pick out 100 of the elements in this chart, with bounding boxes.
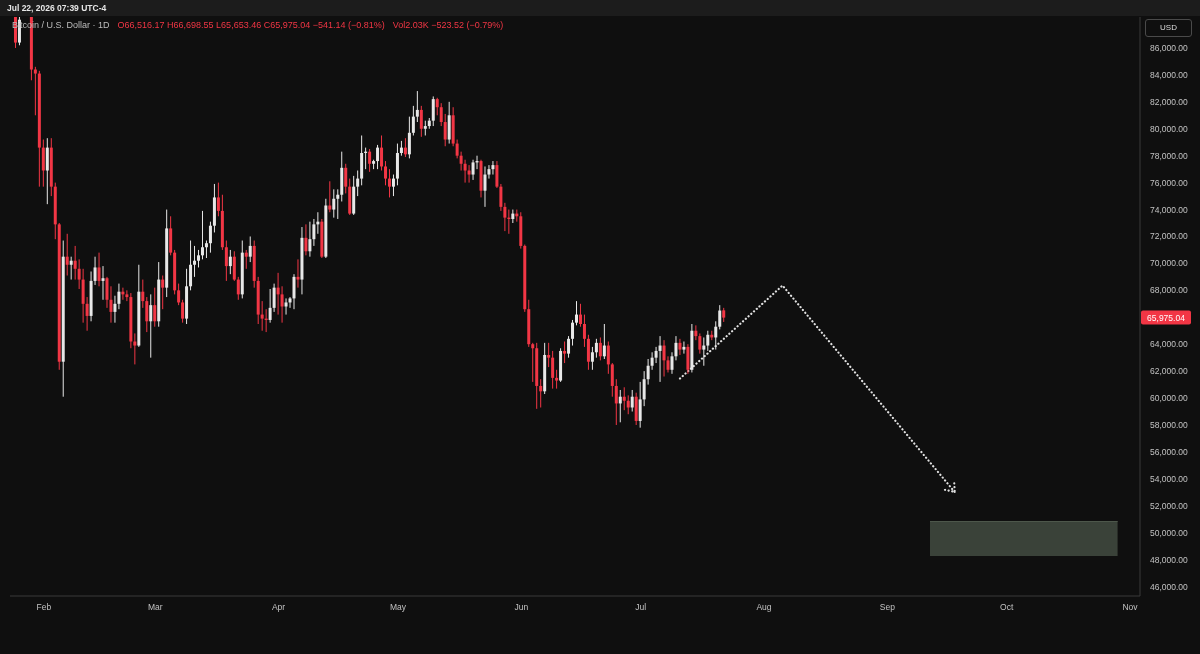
candlestick	[431, 95, 435, 127]
candlestick	[308, 221, 312, 258]
candlestick	[153, 287, 157, 328]
candlestick	[161, 275, 165, 310]
candlestick	[248, 235, 252, 263]
candlestick	[483, 165, 487, 208]
candlestick	[356, 170, 360, 197]
candlestick	[344, 163, 348, 194]
candlestick	[304, 223, 308, 256]
candlestick	[443, 113, 447, 147]
candlestick	[260, 300, 264, 332]
candlestick	[376, 144, 380, 170]
candlestick	[368, 148, 372, 173]
candlestick	[586, 334, 590, 371]
candlestick	[547, 342, 551, 368]
candlestick	[539, 378, 543, 408]
candlestick	[403, 137, 407, 158]
candlestick	[232, 250, 236, 282]
candlestick	[618, 389, 622, 423]
candlestick	[658, 335, 662, 383]
candlestick	[387, 168, 391, 198]
y-tick-label: 62,000.00	[1150, 366, 1189, 377]
candlestick	[200, 210, 204, 260]
candlestick	[571, 319, 575, 347]
candlestick	[682, 341, 686, 355]
candlestick	[332, 188, 336, 219]
x-tick-label: May	[389, 602, 407, 613]
candlestick	[391, 174, 395, 197]
candlestick	[662, 339, 666, 378]
candlestick	[336, 188, 340, 220]
y-tick-label: 86,000.00	[1150, 42, 1189, 53]
y-tick-label: 78,000.00	[1150, 150, 1189, 161]
candlestick	[678, 338, 682, 356]
candlestick	[141, 279, 145, 309]
candlestick	[208, 221, 212, 254]
candlestick	[224, 240, 228, 282]
candlestick	[626, 394, 630, 415]
candlestick	[594, 338, 598, 359]
candlestick	[622, 386, 626, 411]
candlestick	[292, 273, 296, 310]
candlestick	[284, 297, 288, 316]
candlestick	[149, 293, 153, 359]
candlestick	[41, 139, 45, 188]
candlestick	[702, 336, 706, 367]
x-tick-label: Feb	[36, 602, 52, 613]
candlestick	[296, 258, 300, 289]
text: Jul 22, 2026 07:39 UTC-4	[7, 3, 107, 13]
y-tick-label: 82,000.00	[1150, 96, 1189, 107]
x-tick-label: Nov	[1122, 602, 1139, 613]
candlestick	[189, 240, 193, 291]
candlestick	[328, 180, 332, 213]
candlestick	[598, 336, 602, 361]
x-tick-label: Jun	[514, 602, 529, 613]
candlestick	[69, 256, 73, 281]
x-tick-label: Oct	[1000, 602, 1014, 613]
candlestick	[630, 389, 634, 413]
y-tick-label: 70,000.00	[1150, 258, 1189, 269]
x-tick-label: Aug	[756, 602, 772, 613]
y-axis-title: USD	[1160, 23, 1177, 32]
candlestick	[181, 299, 185, 324]
y-tick-label: 60,000.00	[1150, 393, 1189, 404]
candlestick	[567, 335, 571, 359]
candlestick	[236, 276, 240, 301]
candlestick	[491, 160, 495, 176]
candlestick	[531, 342, 535, 383]
candlestick	[467, 164, 471, 184]
candlestick	[228, 249, 232, 275]
y-tick-label: 80,000.00	[1150, 123, 1189, 134]
candlestick	[419, 105, 423, 138]
y-tick-label: 52,000.00	[1150, 500, 1189, 511]
y-tick-label: 50,000.00	[1150, 527, 1189, 538]
candlestick	[463, 159, 467, 184]
y-tick-label: 72,000.00	[1150, 231, 1189, 242]
y-tick-label: 54,000.00	[1150, 473, 1189, 484]
candlestick	[718, 304, 722, 330]
y-tick-label: 48,000.00	[1150, 554, 1189, 565]
candlestick	[551, 350, 555, 390]
candlestick	[471, 159, 475, 181]
candlestick	[101, 265, 105, 301]
candlestick	[439, 102, 443, 127]
y-tick-label: 46,000.00	[1150, 581, 1189, 592]
candlestick	[575, 300, 578, 326]
x-tick-label: Jul	[635, 602, 647, 613]
y-tick-label: 76,000.00	[1150, 177, 1189, 188]
y-tick-label: 58,000.00	[1150, 420, 1189, 431]
candlestick	[280, 285, 284, 324]
candlestick	[578, 303, 582, 328]
y-tick-label: 68,000.00	[1150, 285, 1189, 296]
candlestick	[105, 276, 109, 309]
candlestick	[555, 369, 559, 390]
candlestick	[602, 323, 606, 360]
candlestick	[411, 105, 415, 136]
x-tick-label: Mar	[147, 602, 163, 613]
candlestick	[563, 341, 567, 364]
candlestick	[614, 378, 618, 426]
candlestick	[268, 288, 272, 324]
candlestick	[606, 341, 610, 375]
candlestick	[65, 233, 69, 277]
candlestick	[407, 116, 411, 159]
candlestick	[113, 295, 117, 324]
